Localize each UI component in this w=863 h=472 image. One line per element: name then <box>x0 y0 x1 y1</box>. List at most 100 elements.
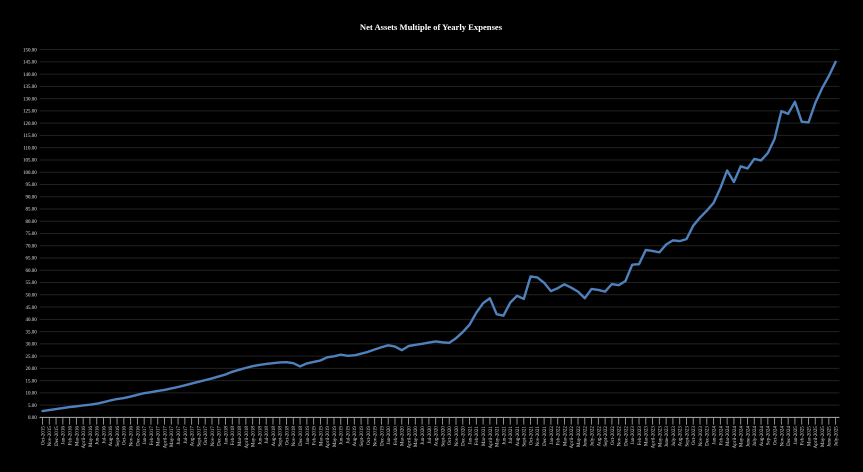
x-tick-label: Sept-2018 <box>279 426 284 447</box>
x-tick-label: Jul-2016 <box>102 426 107 444</box>
x-tick-label: Nov-2022 <box>618 426 623 447</box>
x-tick-label: Feb-2023 <box>638 426 643 446</box>
y-tick-label: 0.00 <box>28 416 37 421</box>
y-tick-label: 150.00 <box>23 48 37 53</box>
y-tick-label: 40.00 <box>26 318 38 323</box>
y-tick-label: 70.00 <box>26 244 38 249</box>
x-tick-label: Dec-2024 <box>787 426 792 446</box>
x-tick-label: Oct-2024 <box>773 426 778 445</box>
x-tick-label: Jan-2016 <box>62 426 67 445</box>
y-tick-label: 75.00 <box>26 232 38 237</box>
x-tick-label: April-2024 <box>733 426 738 449</box>
x-tick-label: Feb-2025 <box>801 426 806 446</box>
x-tick-label: Nov-2016 <box>130 426 135 447</box>
y-tick-label: 105.00 <box>23 159 37 164</box>
x-tick-label: Oct-2019 <box>367 426 372 445</box>
x-tick-label: Jan-2021 <box>468 426 473 445</box>
x-tick-label: Oct-2017 <box>204 426 209 445</box>
x-tick-label: May-2025 <box>821 426 826 447</box>
x-tick-label: Sep-2024 <box>767 426 772 446</box>
y-tick-label: 115.00 <box>23 134 37 139</box>
x-tick-label: Jan-2023 <box>631 426 636 445</box>
y-tick-label: 80.00 <box>26 220 38 225</box>
y-tick-label: 50.00 <box>26 294 38 299</box>
x-tick-label: Oct-2023 <box>692 426 697 445</box>
y-tick-label: 65.00 <box>26 257 38 262</box>
y-tick-label: 10.00 <box>26 392 38 397</box>
y-tick-label: 55.00 <box>26 281 38 286</box>
x-tick-label: Aug-2019 <box>353 426 358 447</box>
x-tick-label: April-2021 <box>489 426 494 449</box>
x-tick-label: May-2016 <box>89 426 94 447</box>
x-tick-label: Jun-2019 <box>340 426 345 445</box>
x-tick-label: Aug-2024 <box>760 426 765 447</box>
x-tick-label: Mar-2018 <box>238 426 243 446</box>
x-tick-label: Sept-2021 <box>523 426 528 447</box>
x-tick-label: Nov-2021 <box>536 426 541 447</box>
x-tick-label: July-2025 <box>835 426 840 447</box>
y-tick-label: 15.00 <box>26 379 38 384</box>
y-tick-label: 145.00 <box>23 61 37 66</box>
x-tick-label: Jul-2017 <box>184 426 189 444</box>
y-tick-label: 125.00 <box>23 110 37 115</box>
x-tick-label: Nov-2020 <box>455 426 460 447</box>
x-tick-label: Sept-2017 <box>197 426 202 447</box>
x-tick-label: May-2019 <box>333 426 338 447</box>
x-tick-label: Aug-2020 <box>435 426 440 447</box>
x-tick-label: Dec-2022 <box>624 426 629 446</box>
x-tick-label: April-2016 <box>82 426 87 449</box>
x-tick-label: Jan-2017 <box>143 426 148 445</box>
series-line <box>41 60 837 413</box>
x-tick-label: April-2022 <box>570 426 575 449</box>
x-tick-label: May-2018 <box>252 426 257 447</box>
x-tick-label: May-2017 <box>170 426 175 447</box>
y-tick-label: 135.00 <box>23 85 37 90</box>
x-tick-label: May-2021 <box>496 426 501 447</box>
x-tick-label: Aug-2023 <box>679 426 684 447</box>
x-tick-label: Mar-2021 <box>482 426 487 446</box>
y-tick-label: 60.00 <box>26 269 38 274</box>
x-tick-label: Dec-2019 <box>380 426 385 446</box>
y-tick-label: 20.00 <box>26 367 38 372</box>
x-tick-label: Jan-2019 <box>306 426 311 445</box>
x-tick-label: April-2019 <box>326 426 331 449</box>
x-tick-label: Sept-2023 <box>685 426 690 447</box>
x-tick-label: Sept-2022 <box>604 426 609 447</box>
y-tick-label: 130.00 <box>23 97 37 102</box>
x-tick-label: July-2024 <box>753 426 758 447</box>
x-tick-label: Oct-2016 <box>123 426 128 445</box>
x-tick-label: June-2023 <box>665 426 670 447</box>
x-tick-label: May-2023 <box>658 426 663 447</box>
x-tick-label: Sept-2019 <box>360 426 365 447</box>
x-tick-label: Mar-2016 <box>75 426 80 446</box>
x-tick-label: Feb-2021 <box>475 426 480 446</box>
x-tick-label: Jul-2018 <box>265 426 270 444</box>
x-tick-label: Jul-2020 <box>428 426 433 444</box>
x-tick-label: Aug-2022 <box>597 426 602 447</box>
x-tick-label: Feb-2016 <box>69 426 74 446</box>
x-tick-label: Mar-2024 <box>726 426 731 446</box>
y-tick-label: 5.00 <box>28 404 37 409</box>
x-tick-label: Oct-2015 <box>41 426 46 445</box>
x-tick-label: Mar-2023 <box>645 426 650 446</box>
x-tick-label: Jan-2020 <box>387 426 392 445</box>
x-tick-label: Dec-2018 <box>299 426 304 446</box>
y-tick-label: 140.00 <box>23 73 37 78</box>
x-tick-label: Jun-2017 <box>177 426 182 445</box>
x-tick-label: Aug-2018 <box>272 426 277 447</box>
x-tick-label: Nov-2018 <box>292 426 297 447</box>
x-tick-label: Mar-2017 <box>157 426 162 446</box>
y-tick-label: 25.00 <box>26 355 38 360</box>
x-tick-label: Mar-2020 <box>401 426 406 446</box>
x-tick-label: Jan-2018 <box>224 426 229 445</box>
x-tick-label: June-2024 <box>746 426 751 447</box>
x-tick-label: Jun-2021 <box>502 426 507 445</box>
y-tick-label: 120.00 <box>23 122 37 127</box>
x-tick-label: Nov-2015 <box>48 426 53 447</box>
x-tick-label: Oct-2021 <box>529 426 534 445</box>
x-tick-label: Feb-2019 <box>313 426 318 446</box>
x-tick-label: Nov-2017 <box>211 426 216 447</box>
x-tick-label: Jan-2022 <box>550 426 555 445</box>
x-tick-label: Oct-2020 <box>448 426 453 445</box>
